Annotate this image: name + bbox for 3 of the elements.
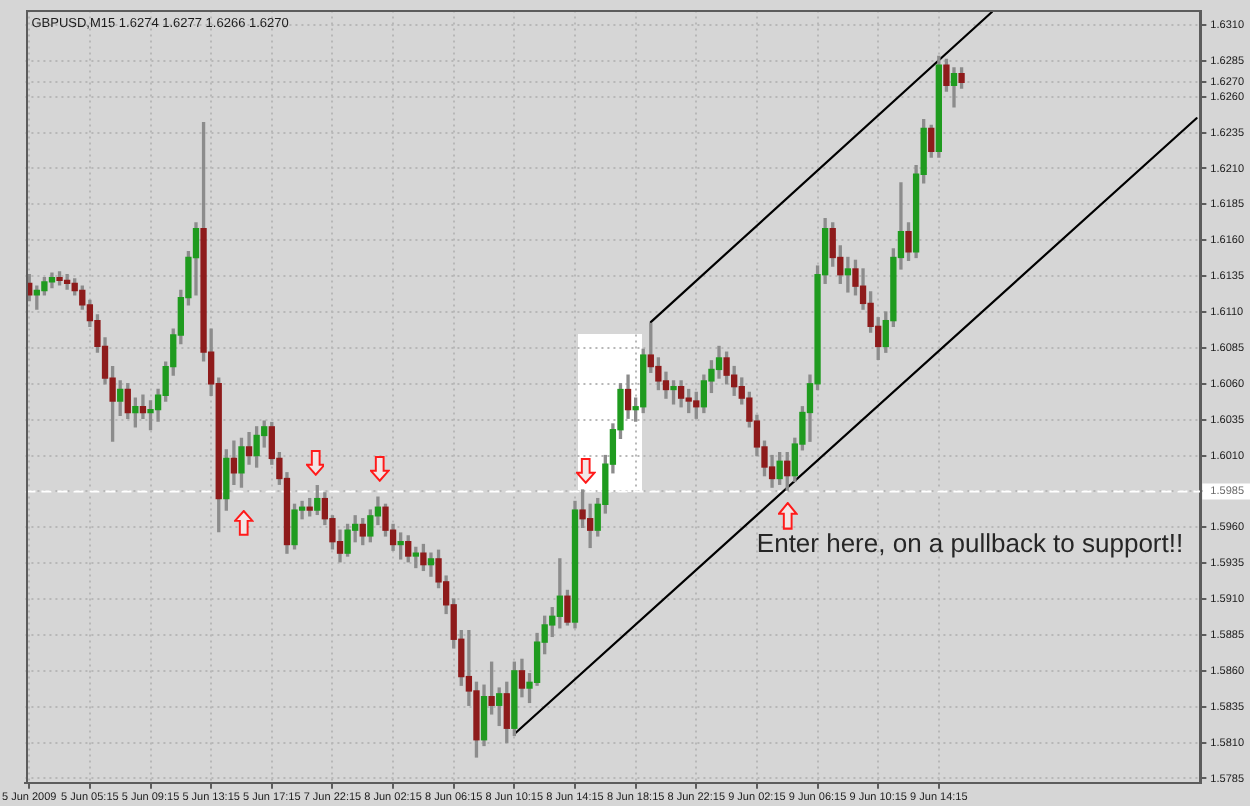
annotation: Enter here, on a pullback to support!!	[756, 528, 1184, 559]
candlestick	[844, 256, 852, 293]
candlestick	[63, 274, 71, 290]
